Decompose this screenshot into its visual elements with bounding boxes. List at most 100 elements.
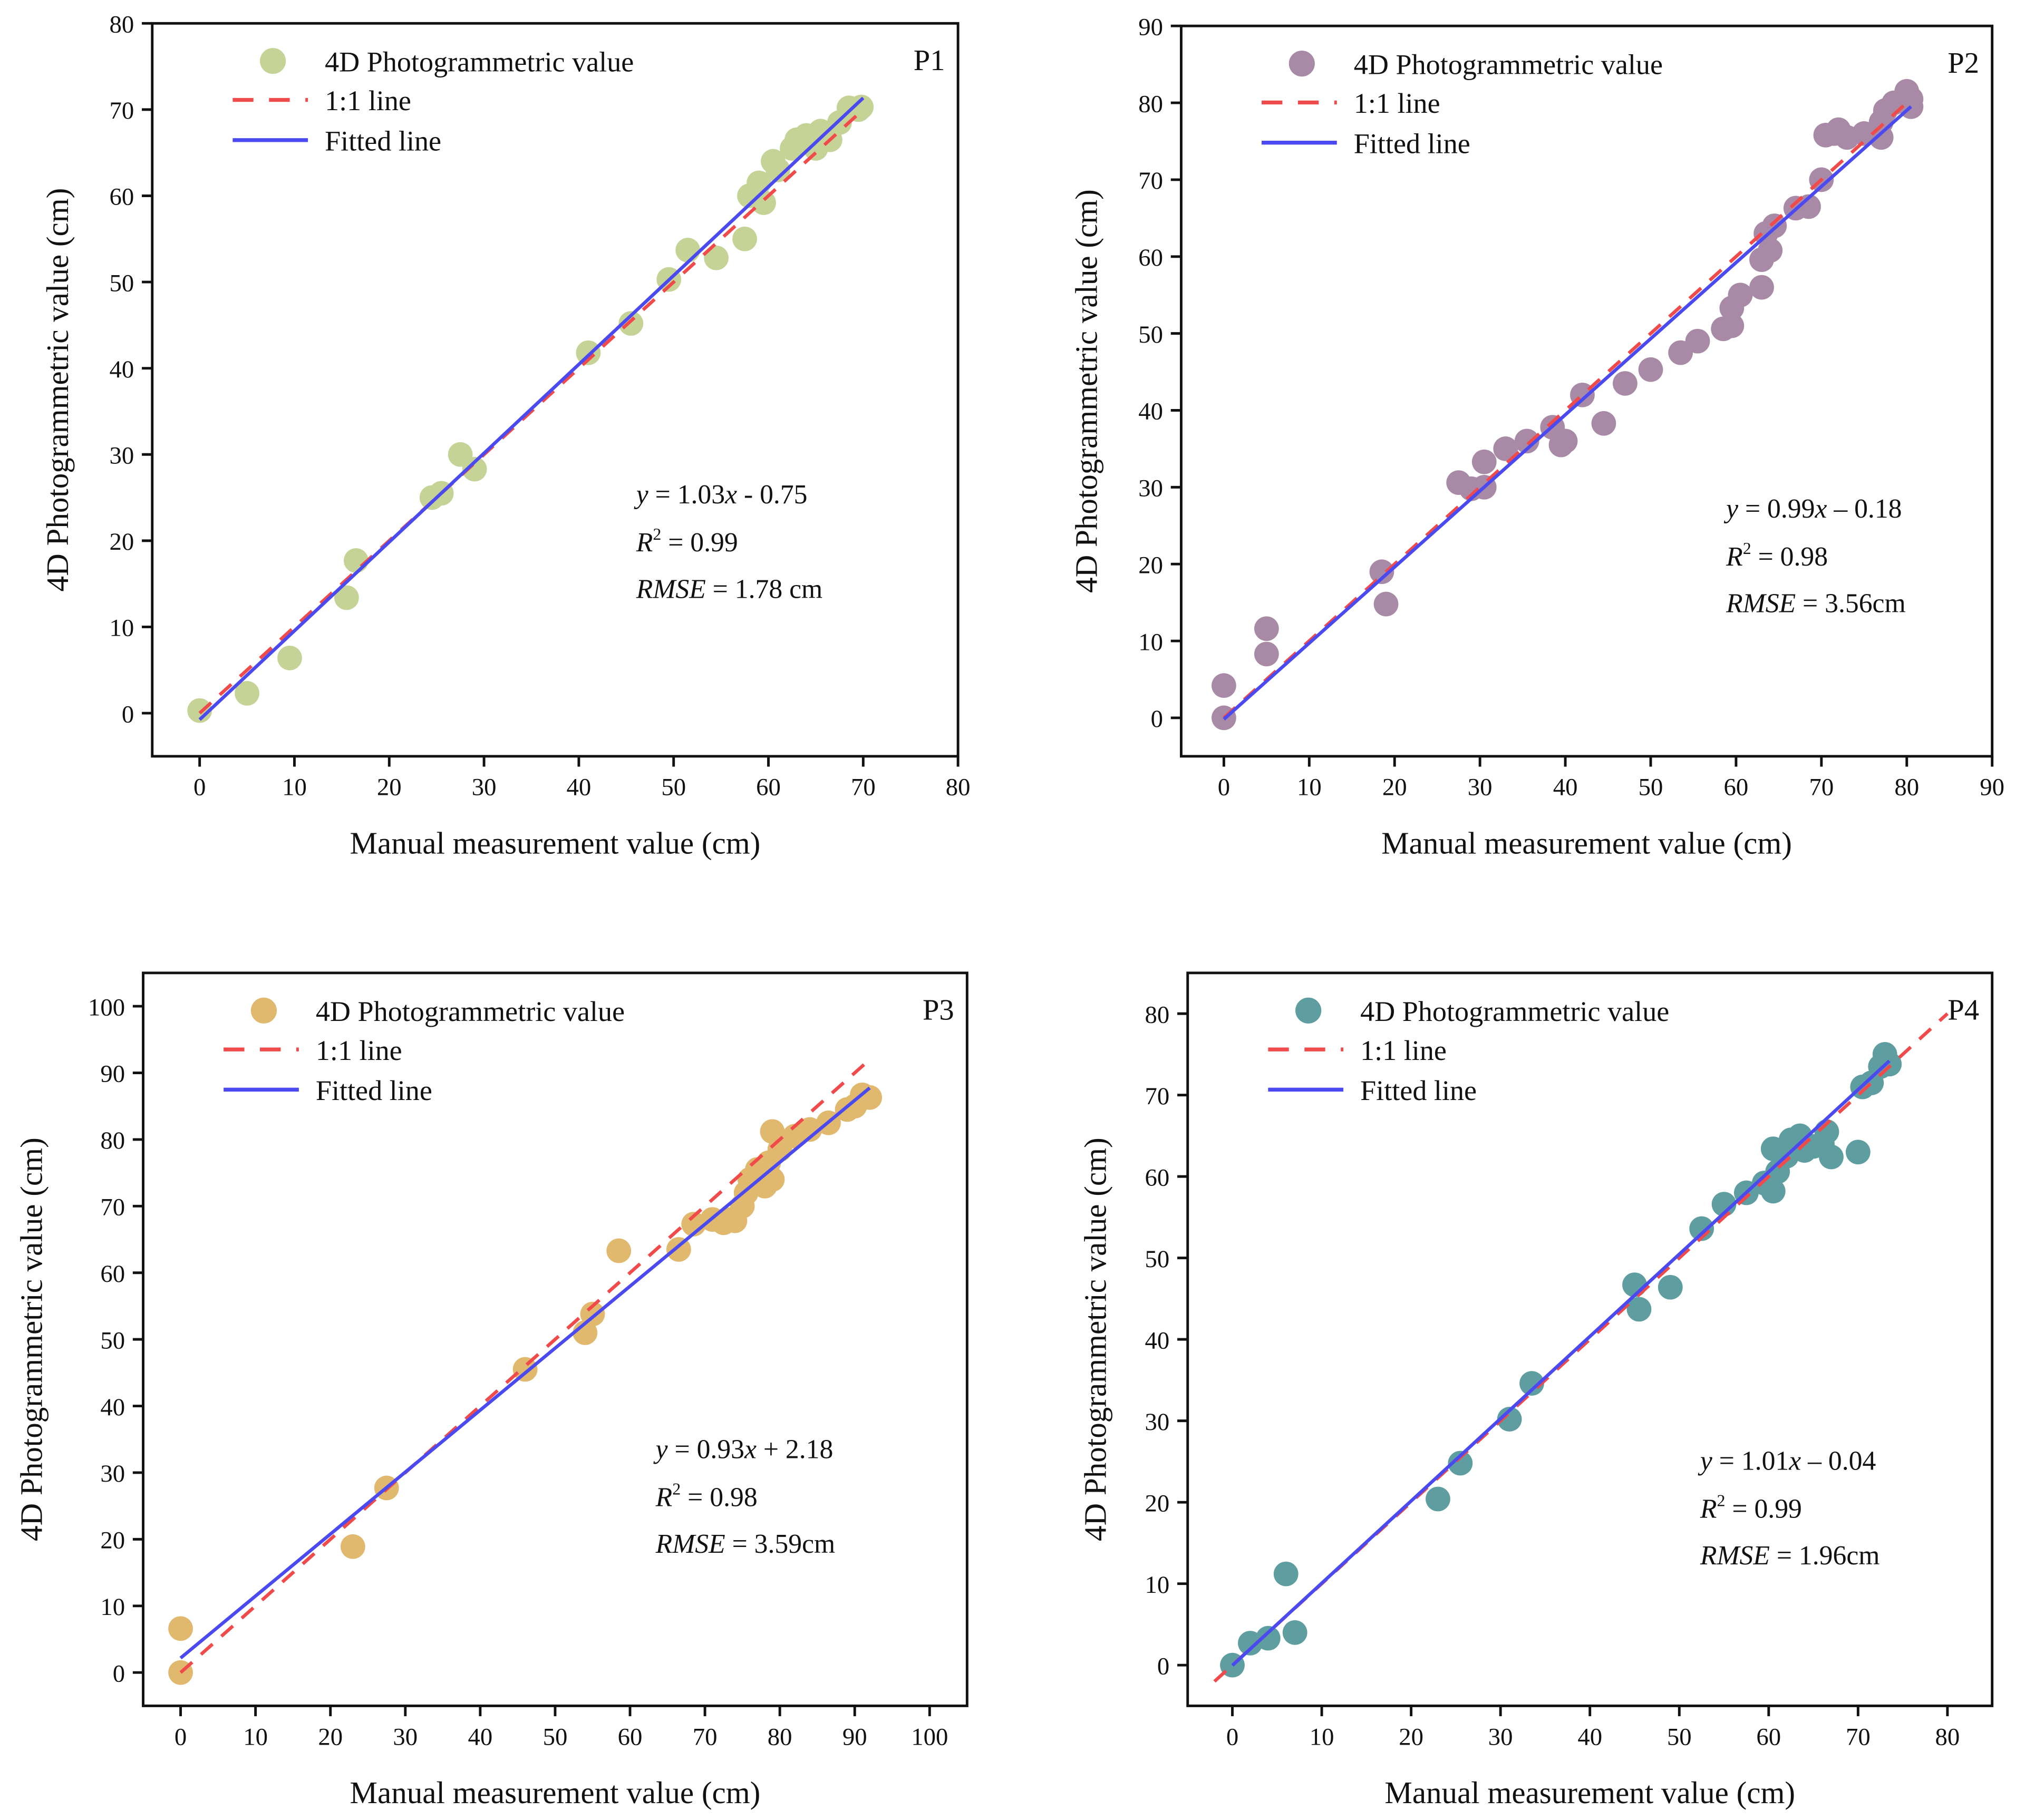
fit-equation: y = 1.03x - 0.75 [634,480,808,510]
y-tick-label: 20 [110,528,134,556]
data-point [1493,436,1518,461]
x-tick-label: 40 [1553,774,1578,801]
x-tick-label: 70 [693,1723,718,1750]
y-tick-label: 0 [113,1660,125,1687]
eq-intercept: – 0.04 [1801,1446,1876,1476]
y-tick-label: 90 [100,1060,125,1088]
x-tick-label: 10 [1310,1723,1334,1750]
rmse: RMSE = 1.96cm [1700,1541,1880,1571]
y-tick-label: 60 [100,1260,125,1288]
legend-marker-points [260,48,286,74]
data-point [1685,328,1710,354]
data-point [1373,591,1399,617]
y-tick-label: 50 [1145,1245,1170,1273]
legend-label: Fitted line [325,125,441,157]
data-point [1638,357,1663,382]
eq-y: y [1723,494,1738,524]
r-squared: R2 = 0.99 [636,524,738,558]
data-point [1868,110,1894,134]
r2-value: = 0.99 [661,528,738,558]
eq-y: y [1698,1446,1712,1476]
legend-label: Fitted line [1360,1075,1477,1106]
data-point [462,456,487,482]
y-tick-label: 20 [100,1527,125,1554]
data-point [666,1237,691,1262]
x-tick-label: 90 [1980,774,2004,801]
y-tick-label: 80 [1145,1001,1170,1028]
y-tick-label: 100 [88,994,125,1021]
x-tick-label: 80 [1935,1723,1960,1750]
y-tick-label: 70 [1138,167,1163,194]
identity-line [1223,98,1912,719]
data-point [1254,616,1279,641]
rmse-value: = 3.59cm [725,1529,836,1559]
data-point [512,1357,538,1382]
x-tick-label: 90 [842,1723,867,1750]
x-axis-label: Manual measurement value (cm) [350,825,761,860]
x-tick-label: 10 [1297,774,1322,801]
panel-label: P3 [923,994,954,1026]
legend-label: 1:1 line [316,1035,402,1066]
data-point [1760,1179,1786,1204]
data-point [849,94,874,120]
legend-label: 4D Photogrammetric value [316,996,625,1027]
data-point [732,226,757,251]
eq-slope: = 1.01 [1712,1446,1789,1476]
panel-label: P2 [1948,47,1979,80]
y-tick-label: 40 [1138,398,1163,425]
data-point [235,681,259,706]
y-tick-label: 10 [110,615,134,642]
y-tick-label: 90 [1138,13,1163,41]
eq-y: y [653,1434,668,1464]
r-squared: R2 = 0.98 [1726,539,1828,572]
y-tick-label: 60 [110,183,134,211]
r2-value: = 0.98 [681,1482,757,1512]
data-point [1212,673,1236,698]
data-point [1514,429,1539,454]
data-point [1448,1451,1473,1476]
legend: 4D Photogrammetric value 1:1 line Fitted l… [232,46,634,157]
data-point [1626,1297,1652,1322]
data-point [576,340,601,365]
plot-frame [1179,24,1994,758]
data-point [1282,1620,1307,1645]
data-point [1689,1216,1714,1241]
y-tick-label: 10 [100,1593,125,1621]
legend: 4D Photogrammetric value 1:1 line Fitted l… [224,996,625,1106]
legend-label: 1:1 line [325,85,411,116]
x-tick-label: 40 [567,774,592,801]
rmse: RMSE = 3.56cm [1726,589,1906,619]
legend-label: 1:1 line [1354,87,1440,119]
legend-marker-points [1295,997,1322,1024]
r2-superscript: 2 [1717,1491,1725,1510]
rmse-value: = 1.96cm [1770,1541,1880,1571]
x-tick-label: 20 [1382,774,1407,801]
y-tick-label: 30 [100,1460,125,1487]
x-tick-label: 30 [1468,774,1493,801]
eq-intercept: – 0.18 [1827,494,1902,524]
x-tick-label: 20 [1399,1723,1423,1750]
x-tick-label: 50 [543,1723,568,1750]
x-tick-label: 0 [1226,1723,1238,1750]
rmse-label: RMSE [1700,1541,1770,1571]
panel-p2: 0 10 20 30 40 50 60 70 80 90 0 10 20 30 40 50 60 70 80 90 Ma… [1069,13,2004,860]
eq-x: x [724,480,737,510]
y-tick-label: 60 [1145,1164,1170,1191]
r2-value: = 0.98 [1751,542,1828,572]
y-tick-label: 0 [1157,1652,1169,1680]
y-tick-label: 30 [1138,475,1163,502]
r2-superscript: 2 [1743,539,1751,558]
x-tick-label: 60 [756,774,781,801]
eq-intercept: - 0.75 [737,480,807,510]
data-point [1273,1561,1299,1587]
plot-area [187,94,874,723]
rmse-value: = 3.56cm [1796,589,1906,619]
data-point [1819,1144,1844,1170]
legend-label: 4D Photogrammetric value [1360,996,1669,1027]
data-point [1426,1486,1450,1512]
x-tick-label: 30 [393,1723,418,1750]
r2-value: = 0.99 [1725,1494,1801,1524]
data-point [1519,1371,1544,1396]
y-tick-label: 80 [100,1127,125,1154]
